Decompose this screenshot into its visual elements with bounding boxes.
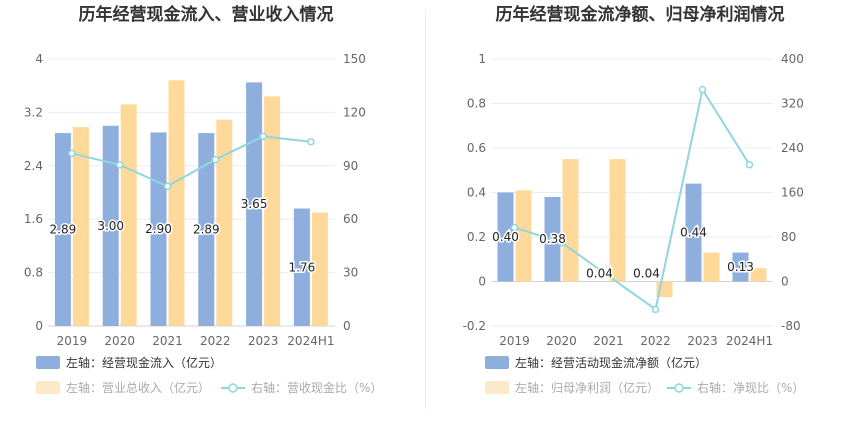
x-axis-tick-label: 2024H1 — [726, 334, 773, 348]
left-axis-tick-label: 0 — [478, 275, 486, 289]
bar-data-label: 1.76 — [289, 260, 316, 274]
left-axis-tick-label: 0.8 — [467, 97, 486, 111]
right-axis-tick-label: 90 — [343, 159, 358, 173]
right-axis-tick-label: 30 — [343, 266, 358, 280]
chart-title: 历年经营现金流净额、归母净利润情况 — [496, 4, 785, 25]
bar-data-label: 0.40 — [492, 230, 519, 244]
bar-primary[interactable] — [732, 252, 749, 282]
bar-data-label: 2.89 — [50, 223, 77, 237]
bar-secondary[interactable] — [168, 80, 185, 326]
line-point[interactable] — [211, 155, 220, 164]
bar-secondary[interactable] — [750, 268, 767, 282]
bar-secondary[interactable] — [703, 252, 720, 282]
x-axis-tick-label: 2023 — [687, 334, 718, 348]
line-point[interactable] — [163, 182, 172, 191]
left-axis-tick-label: 0 — [35, 319, 43, 333]
left-axis-tick-label: 1.6 — [24, 212, 43, 226]
line-point[interactable] — [510, 223, 519, 232]
line-point[interactable] — [68, 149, 76, 158]
line-point[interactable] — [557, 238, 566, 247]
legend-swatch-line-marker — [674, 383, 684, 393]
right-axis-tick-label: 0 — [343, 319, 351, 333]
panel-divider — [425, 10, 426, 410]
bar-data-label: 0.04 — [633, 267, 660, 281]
right-axis-tick-label: 120 — [343, 105, 366, 119]
bar-data-label: 2.89 — [193, 223, 220, 237]
x-axis-tick-label: 2019 — [499, 334, 530, 348]
right-axis-tick-label: 60 — [343, 212, 358, 226]
bar-data-label: 2.90 — [145, 222, 172, 236]
legend-swatch-primary[interactable] — [36, 356, 60, 369]
left-axis-tick-label: 3.2 — [24, 105, 43, 119]
x-axis-tick-label: 2021 — [593, 334, 624, 348]
right-axis-tick-label: -80 — [781, 319, 801, 333]
right-axis-tick-label: 80 — [781, 230, 796, 244]
left-axis-tick-label: 0.2 — [467, 230, 486, 244]
chart-panel-2: 历年经营现金流净额、归母净利润情况 -0.2 0 0.2 0.4 0.6 0.8 1 -80 0 8… — [463, 4, 805, 395]
bar-primary[interactable] — [497, 192, 514, 282]
legend-swatch-line-marker — [228, 383, 238, 393]
legend-label-secondary: 左轴：归母净利润（亿元） — [515, 380, 659, 395]
bar-data-label: 0.38 — [539, 232, 566, 246]
x-axis-tick-label: 2019 — [57, 334, 88, 348]
chart-title: 历年经营现金流入、营业收入情况 — [79, 4, 334, 25]
legend-label-primary: 左轴：经营现金流入（亿元） — [66, 355, 222, 370]
legend-label-secondary: 左轴：营业总收入（亿元） — [66, 380, 210, 395]
right-axis-tick-label: 160 — [781, 186, 804, 200]
right-axis-tick-label: 0 — [781, 275, 789, 289]
line-point[interactable] — [651, 305, 660, 314]
bar-primary[interactable] — [293, 208, 310, 326]
left-axis-tick-label: 4 — [35, 52, 43, 66]
series-line — [71, 135, 312, 188]
bar-secondary[interactable] — [515, 190, 532, 282]
x-axis-tick-label: 2020 — [546, 334, 577, 348]
x-axis-tick-label: 2022 — [640, 334, 671, 348]
legend-swatch-secondary[interactable] — [36, 381, 60, 394]
legend-label-primary: 左轴：经营活动现金流净额（亿元） — [515, 355, 707, 370]
x-axis-tick-label: 2020 — [104, 334, 135, 348]
chart-panel-1: 历年经营现金流入、营业收入情况 0 0.8 1.6 2.4 3.2 4 0 30 60 90 120 1… — [24, 4, 383, 395]
left-axis-tick-label: 0.4 — [467, 186, 486, 200]
line-point[interactable] — [698, 85, 707, 94]
bar-secondary[interactable] — [120, 104, 137, 326]
bar-secondary[interactable] — [216, 119, 233, 327]
bar-data-label: 3.00 — [97, 219, 124, 233]
bar-primary[interactable] — [54, 133, 71, 326]
bar-data-label: 0.04 — [586, 267, 613, 281]
legend-swatch-primary[interactable] — [485, 356, 509, 369]
right-axis-tick-label: 240 — [781, 141, 804, 155]
legend-label-line: 右轴：营收现金比（%） — [251, 380, 382, 395]
bar-data-label: 0.44 — [680, 226, 707, 240]
bar-secondary[interactable] — [609, 159, 626, 282]
bar-secondary[interactable] — [264, 96, 281, 326]
line-point[interactable] — [745, 160, 754, 169]
left-axis-tick-label: -0.2 — [463, 319, 486, 333]
bar-secondary[interactable] — [311, 212, 328, 326]
left-axis-tick-label: 2.4 — [24, 159, 43, 173]
legend-label-line: 右轴：净现比（%） — [697, 380, 804, 395]
left-axis-tick-label: 0.6 — [467, 141, 486, 155]
line-point[interactable] — [259, 132, 267, 141]
bar-secondary[interactable] — [72, 127, 89, 327]
line-point[interactable] — [307, 138, 315, 146]
bar-primary[interactable] — [198, 133, 215, 326]
x-axis-tick-label: 2021 — [152, 334, 183, 348]
right-axis-tick-label: 400 — [781, 52, 804, 66]
bar-data-label: 0.13 — [727, 260, 754, 274]
line-point[interactable] — [115, 161, 124, 169]
x-axis-tick-label: 2022 — [200, 334, 231, 348]
bar-primary[interactable] — [685, 183, 702, 282]
right-axis-tick-label: 150 — [343, 52, 366, 66]
legend-swatch-secondary[interactable] — [485, 381, 509, 394]
bar-secondary[interactable] — [562, 159, 579, 282]
right-axis-tick-label: 320 — [781, 97, 804, 111]
bar-primary[interactable] — [102, 125, 119, 326]
bar-data-label: 3.65 — [241, 197, 268, 211]
x-axis-tick-label: 2024H1 — [287, 334, 334, 348]
x-axis-tick-label: 2023 — [248, 334, 279, 348]
left-axis-tick-label: 1 — [478, 52, 486, 66]
left-axis-tick-label: 0.8 — [24, 266, 43, 280]
